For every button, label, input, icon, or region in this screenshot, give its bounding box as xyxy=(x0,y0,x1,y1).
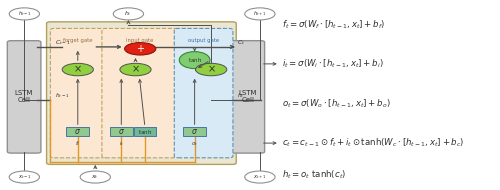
Text: input gate: input gate xyxy=(126,38,154,43)
Text: $i_t$: $i_t$ xyxy=(118,139,124,148)
FancyBboxPatch shape xyxy=(46,22,236,164)
Text: $\sigma$: $\sigma$ xyxy=(74,127,82,136)
FancyBboxPatch shape xyxy=(50,28,105,158)
Text: $\times$: $\times$ xyxy=(207,64,216,75)
Circle shape xyxy=(196,63,227,76)
FancyBboxPatch shape xyxy=(134,127,156,136)
Text: $\sigma$: $\sigma$ xyxy=(118,127,125,136)
Text: $h_t$: $h_t$ xyxy=(124,10,132,18)
Text: $o_t = \sigma(W_o \cdot [h_{t-1}, x_t] + b_o)$: $o_t = \sigma(W_o \cdot [h_{t-1}, x_t] +… xyxy=(282,97,391,110)
Text: $\times$: $\times$ xyxy=(74,64,82,75)
Text: $h_{t-1}$: $h_{t-1}$ xyxy=(18,10,31,18)
Text: $f_t = \sigma(W_f \cdot [h_{t-1}, x_t] + b_f)$: $f_t = \sigma(W_f \cdot [h_{t-1}, x_t] +… xyxy=(282,18,386,31)
FancyBboxPatch shape xyxy=(102,28,178,158)
Text: $+$: $+$ xyxy=(136,43,144,54)
Text: output gate: output gate xyxy=(188,38,219,43)
FancyBboxPatch shape xyxy=(66,127,89,136)
Ellipse shape xyxy=(179,52,210,69)
Text: $h_{t-1}$: $h_{t-1}$ xyxy=(55,92,70,100)
Text: $\sigma$: $\sigma$ xyxy=(191,127,198,136)
FancyBboxPatch shape xyxy=(231,41,264,153)
Circle shape xyxy=(114,8,144,20)
Text: $c_t = c_{t-1} \odot f_t + i_t \odot \tanh(W_c \cdot [h_{t-1}, x_t] + b_c)$: $c_t = c_{t-1} \odot f_t + i_t \odot \ta… xyxy=(282,137,465,149)
Text: $f_t$: $f_t$ xyxy=(75,139,80,148)
Text: $C_{t-1}$: $C_{t-1}$ xyxy=(55,38,71,47)
Text: $C_t$: $C_t$ xyxy=(237,38,246,47)
Text: $x_{t-1}$: $x_{t-1}$ xyxy=(18,173,31,181)
FancyBboxPatch shape xyxy=(8,41,41,153)
FancyBboxPatch shape xyxy=(174,28,233,158)
Text: $x_{t+1}$: $x_{t+1}$ xyxy=(254,173,266,181)
Circle shape xyxy=(120,63,151,76)
Text: $h_t$: $h_t$ xyxy=(237,92,244,100)
Circle shape xyxy=(124,43,156,55)
Text: $o_t$: $o_t$ xyxy=(191,140,198,148)
Text: $i_t = \sigma(W_i \cdot [h_{t-1}, x_t] + b_i)$: $i_t = \sigma(W_i \cdot [h_{t-1}, x_t] +… xyxy=(282,58,384,70)
Circle shape xyxy=(62,63,94,76)
Circle shape xyxy=(9,8,40,20)
Text: forget gate: forget gate xyxy=(63,38,92,43)
Circle shape xyxy=(80,171,110,183)
Text: $h_{t+1}$: $h_{t+1}$ xyxy=(253,10,266,18)
Text: LSTM
Cell: LSTM Cell xyxy=(238,90,257,103)
Circle shape xyxy=(245,8,275,20)
Text: $\tanh$: $\tanh$ xyxy=(138,128,152,136)
Text: $\times$: $\times$ xyxy=(131,64,140,75)
FancyBboxPatch shape xyxy=(110,127,132,136)
Circle shape xyxy=(9,171,40,183)
Text: $\tanh$: $\tanh$ xyxy=(188,56,202,64)
Circle shape xyxy=(245,171,275,183)
Text: $x_t$: $x_t$ xyxy=(92,173,99,181)
Text: $h_t = o_t\ \tanh(c_t)$: $h_t = o_t\ \tanh(c_t)$ xyxy=(282,169,346,181)
FancyBboxPatch shape xyxy=(184,127,206,136)
Text: LSTM
Cell: LSTM Cell xyxy=(15,90,34,103)
